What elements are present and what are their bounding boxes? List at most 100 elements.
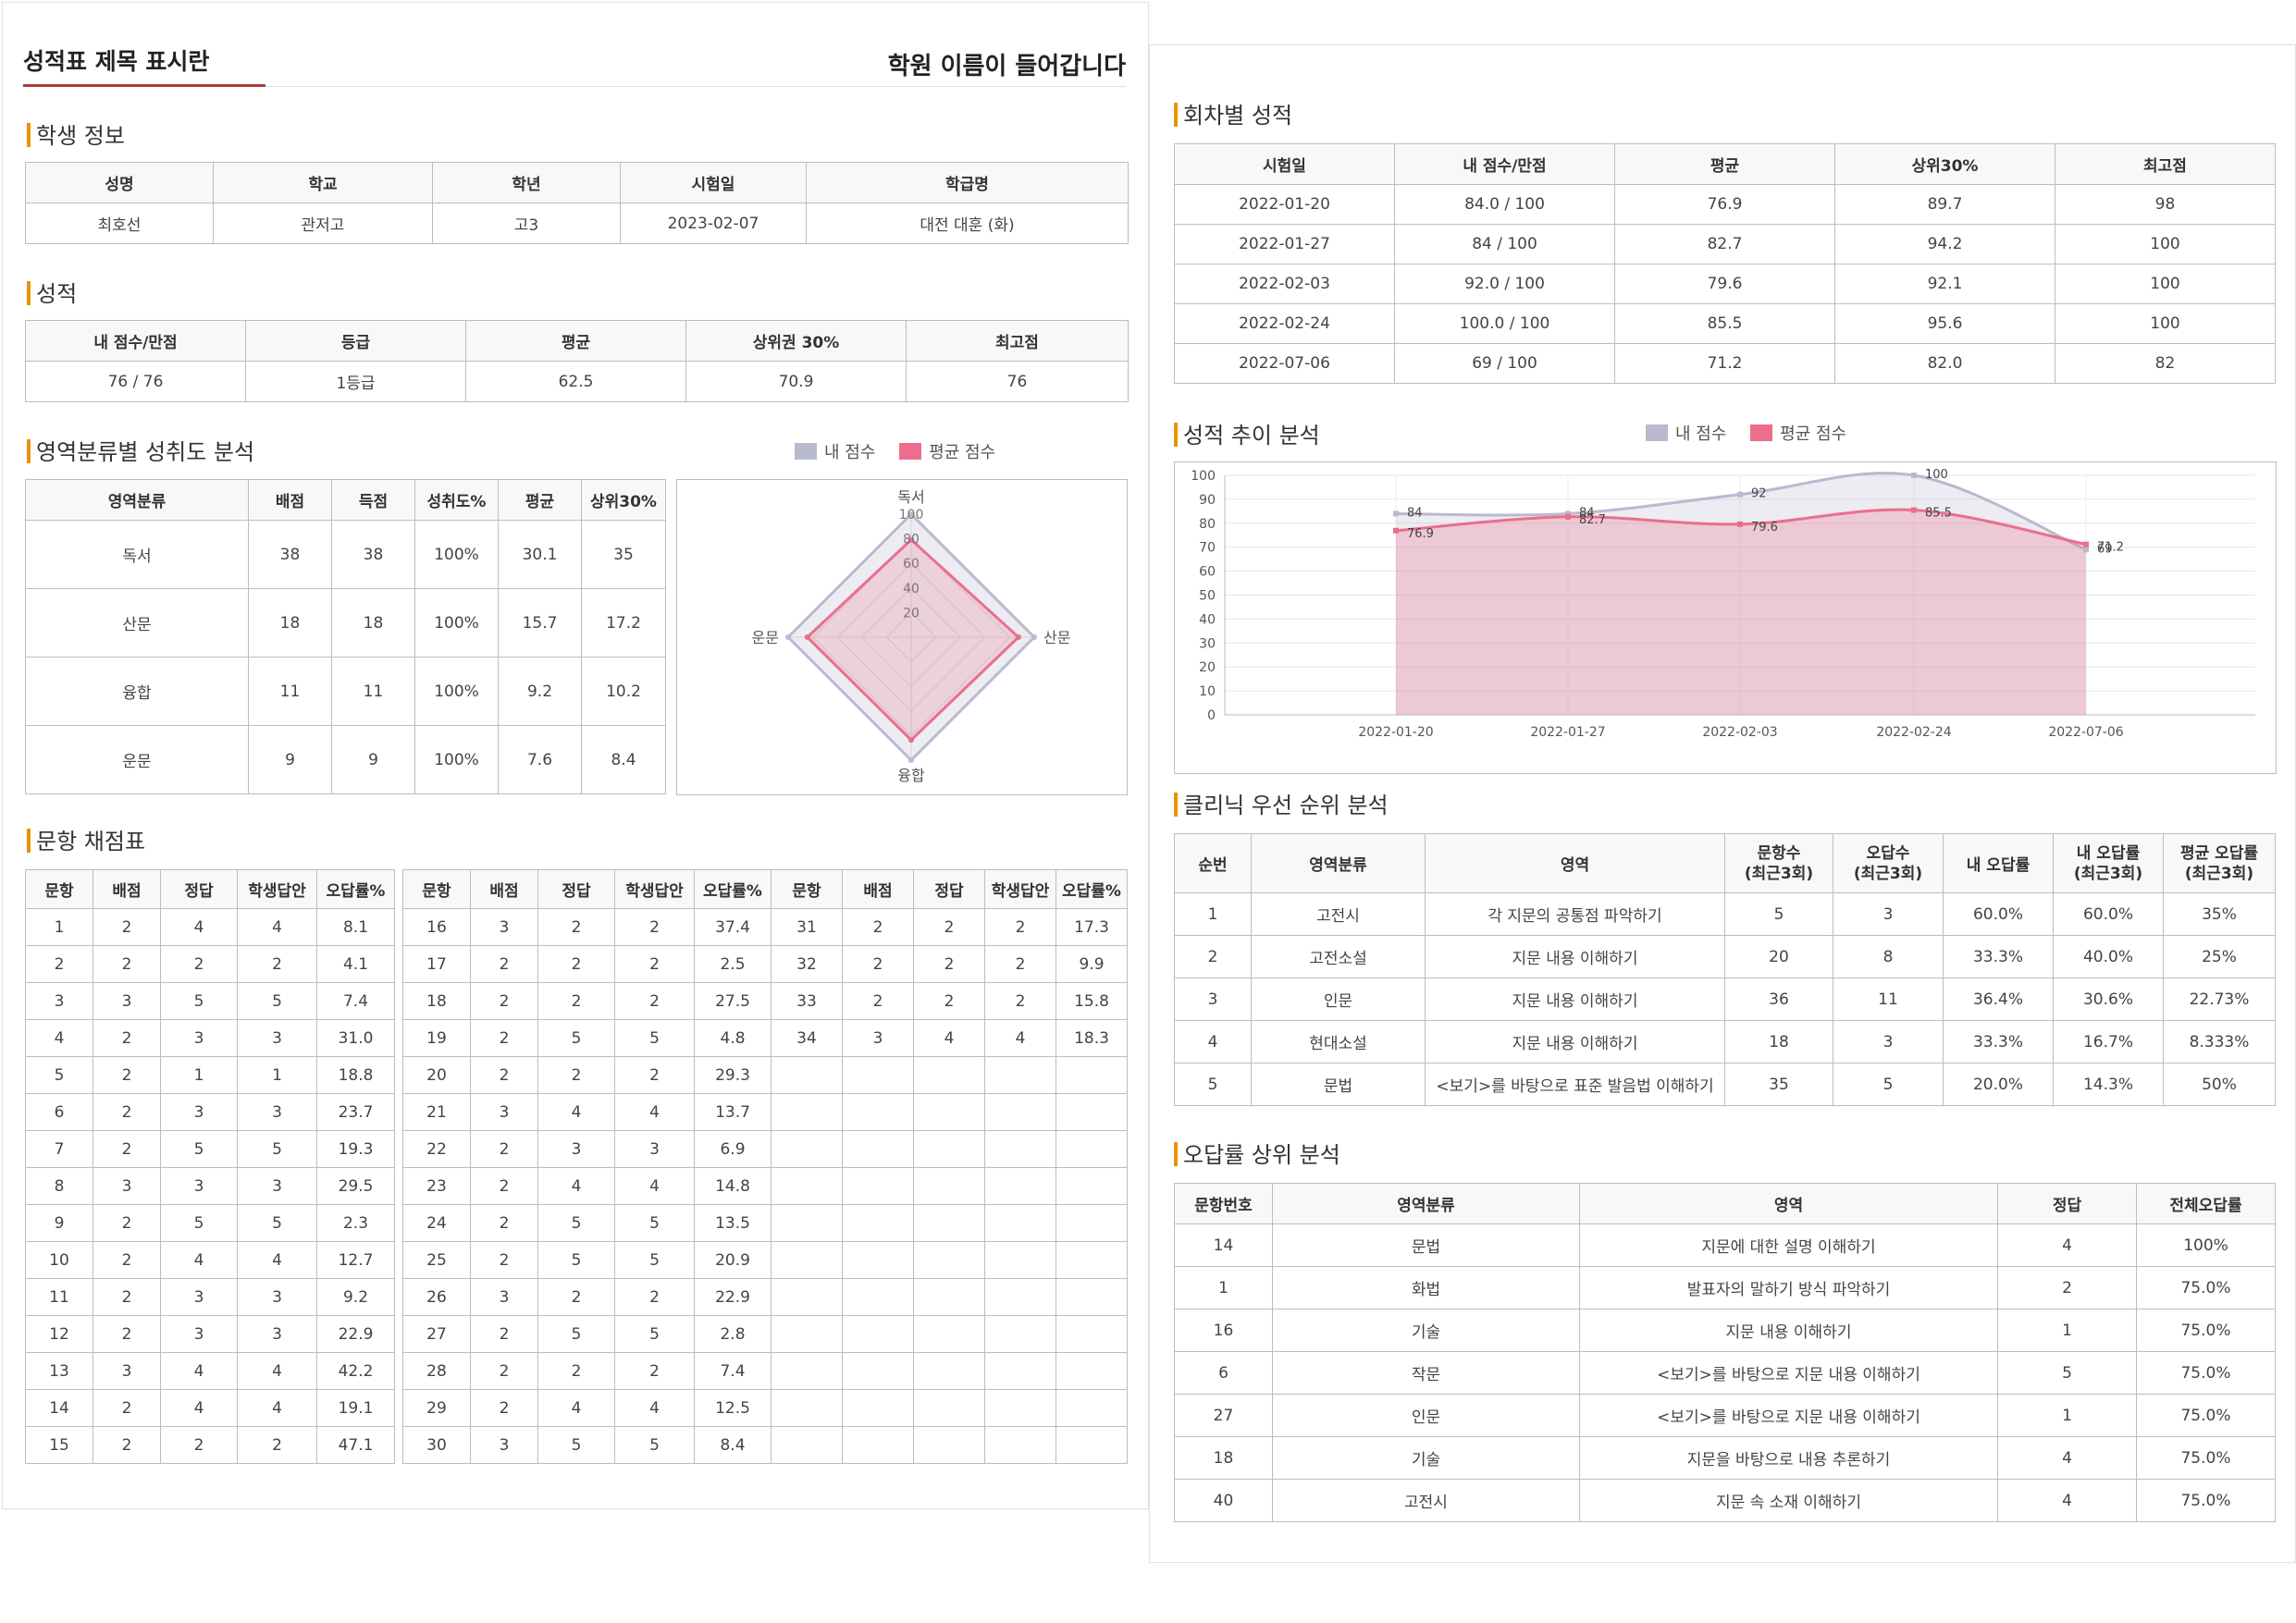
table-cell: 85.5 xyxy=(1614,303,1835,344)
header-cell: 평균 오답률 (최근3회) xyxy=(2163,833,2276,893)
section-title-text: 클리닉 우선 순위 분석 xyxy=(1183,793,1389,818)
table-cell: 79.6 xyxy=(1614,264,1835,304)
table-cell xyxy=(771,1389,843,1427)
table-cell: 2 xyxy=(470,1352,538,1390)
data-label: 85.5 xyxy=(1925,507,1952,521)
legend-label-avg: 평균 점수 xyxy=(929,443,996,462)
wrong-rate-row: 40 고전시 지문 속 소재 이해하기 4 75.0% xyxy=(1174,1479,2276,1522)
table-cell: 5 xyxy=(160,982,238,1020)
x-tick-label: 2022-07-06 xyxy=(2048,725,2123,740)
table-cell: 3 xyxy=(93,1352,161,1390)
table-cell xyxy=(984,1093,1056,1131)
table-cell: 27.5 xyxy=(694,982,772,1020)
table-cell: 22 xyxy=(402,1130,471,1168)
section-title-trend: 성적 추이 분석 xyxy=(1174,417,1320,449)
table-cell: 2 xyxy=(537,1352,615,1390)
table-row: 76 / 76 1등급 62.5 70.9 76 xyxy=(25,361,1129,402)
table-cell: 지문을 바탕으로 내용 추론하기 xyxy=(1579,1436,1998,1480)
table-cell: 2 xyxy=(93,1389,161,1427)
table-cell: 16 xyxy=(1174,1309,1273,1352)
earned: 38 xyxy=(331,520,415,589)
grade-level: 1등급 xyxy=(245,361,466,402)
table-cell: 29 xyxy=(402,1389,471,1427)
grading-row: 2 2 2 2 4.1 xyxy=(25,945,395,983)
radar-tick-label: 80 xyxy=(903,533,920,547)
table-cell xyxy=(771,1278,843,1316)
table-cell xyxy=(984,1204,1056,1242)
radar-legend: 내 점수 평균 점수 xyxy=(795,439,995,463)
table-cell: 2 xyxy=(93,1019,161,1057)
table-cell: 4 xyxy=(1997,1479,2137,1522)
grading-row: 27 2 5 5 2.8 xyxy=(402,1315,772,1353)
session-grades-table: 시험일 내 점수/만점 평균 상위30% 최고점 2022-01-20 84.0 … xyxy=(1174,143,2276,384)
table-row: 융합 11 11 100% 9.2 10.2 xyxy=(25,657,666,726)
header-cell: 배점 xyxy=(248,479,332,521)
radar-category-label: 운문 xyxy=(752,629,779,646)
header-cell: 오답률% xyxy=(694,869,772,909)
header-cell: 영역 xyxy=(1579,1183,1998,1224)
achievement: 100% xyxy=(414,588,499,658)
header-cell: 정답 xyxy=(537,869,615,909)
table-cell: 문법 xyxy=(1272,1223,1580,1267)
table-cell: 2 xyxy=(614,1056,695,1094)
y-tick-label: 40 xyxy=(1199,612,1216,627)
table-cell: 23.7 xyxy=(316,1093,395,1131)
points: 9 xyxy=(248,725,332,794)
x-tick-label: 2022-01-27 xyxy=(1530,725,1605,740)
earned: 11 xyxy=(331,657,415,726)
table-cell: 2.3 xyxy=(316,1204,395,1242)
table-cell xyxy=(1055,1056,1128,1094)
table-cell: 2022-07-06 xyxy=(1174,343,1395,384)
trend-chart: 0 10 20 30 40 50 60 70 80 90 100 84 84 92 100 69 76.9 82.… xyxy=(1191,468,2255,740)
table-cell: 5 xyxy=(237,1130,317,1168)
table-cell: 8 xyxy=(1833,935,1944,978)
data-label: 84 xyxy=(1579,506,1595,520)
table-cell: 2 xyxy=(913,945,985,983)
grading-row: 23 2 4 4 14.8 xyxy=(402,1167,772,1205)
session-row: 2022-02-03 92.0 / 100 79.6 92.1 100 xyxy=(1174,264,2276,304)
data-point xyxy=(1393,510,1399,517)
table-cell: 3 xyxy=(237,1315,317,1353)
table-cell: 지문에 대한 설명 이해하기 xyxy=(1579,1223,1998,1267)
table-cell: 3 xyxy=(1833,892,1944,936)
table-cell: 5 xyxy=(1174,1063,1252,1106)
grading-row: 31 2 2 2 17.3 xyxy=(771,908,1128,946)
table-cell: 2 xyxy=(160,945,238,983)
legend-swatch-avg xyxy=(1750,424,1773,441)
table-cell xyxy=(913,1167,985,1205)
table-cell: 4 xyxy=(1174,1020,1252,1064)
table-cell: <보기>를 바탕으로 지문 내용 이해하기 xyxy=(1579,1351,1998,1395)
table-cell: 2 xyxy=(537,945,615,983)
table-cell: 2 xyxy=(614,1352,695,1390)
table-cell: 36 xyxy=(1724,977,1833,1021)
table-row: 최호선 관저고 고3 2023-02-07 대전 대훈 (화) xyxy=(25,203,1129,244)
table-header-row: 성명 학교 학년 시험일 학급명 xyxy=(25,162,1129,203)
table-cell: 29.3 xyxy=(694,1056,772,1094)
table-cell: 고전시 xyxy=(1251,892,1426,936)
table-cell: 5 xyxy=(614,1241,695,1279)
table-cell xyxy=(984,1352,1056,1390)
data-point xyxy=(1911,507,1917,513)
data-label: 76.9 xyxy=(1407,527,1434,541)
table-cell: 2 xyxy=(470,1241,538,1279)
table-cell: 2 xyxy=(93,1093,161,1131)
grading-row: 13 3 4 4 42.2 xyxy=(25,1352,395,1390)
table-cell xyxy=(913,1426,985,1464)
table-cell: 98 xyxy=(2055,184,2276,225)
table-cell xyxy=(1055,1389,1128,1427)
table-cell: 3 xyxy=(160,1019,238,1057)
table-cell xyxy=(913,1093,985,1131)
table-cell: 2022-02-03 xyxy=(1174,264,1395,304)
header-cell: 학년 xyxy=(432,162,621,203)
table-cell: 문법 xyxy=(1251,1063,1426,1106)
table-cell: 4 xyxy=(237,1389,317,1427)
section-title-text: 성적 추이 분석 xyxy=(1183,423,1320,449)
table-cell: 25 xyxy=(402,1241,471,1279)
section-title-wrong-rate: 오답률 상위 분석 xyxy=(1174,1137,1340,1169)
table-cell: 5 xyxy=(237,1204,317,1242)
table-cell xyxy=(913,1315,985,1353)
table-cell: 4 xyxy=(614,1167,695,1205)
grade-year: 고3 xyxy=(432,203,621,244)
table-cell xyxy=(913,1204,985,1242)
grading-row: 29 2 4 4 12.5 xyxy=(402,1389,772,1427)
